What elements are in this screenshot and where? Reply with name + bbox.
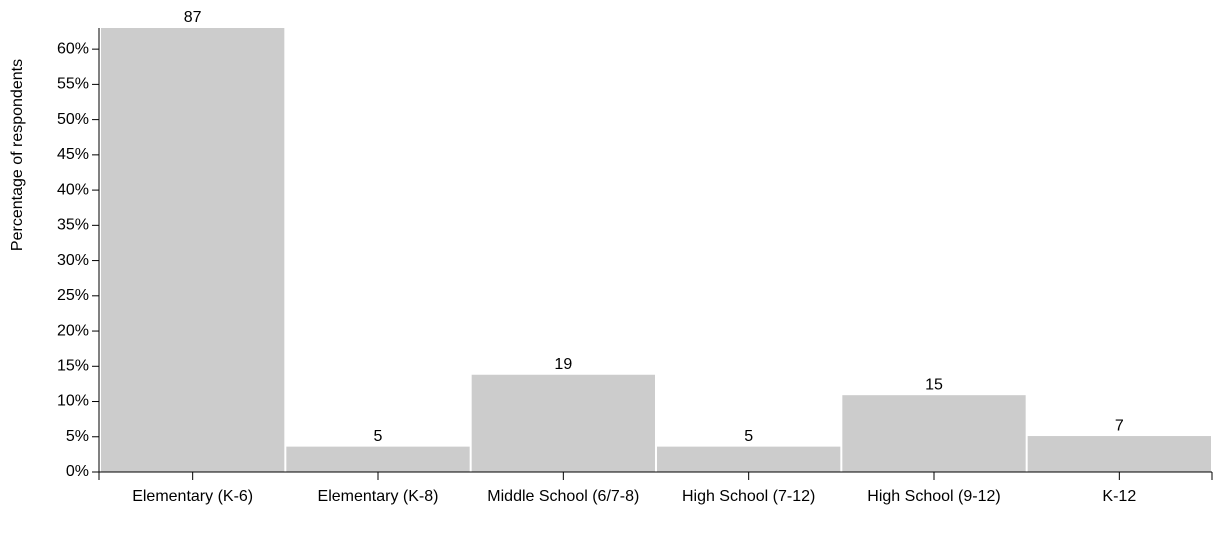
data-label: 5 <box>744 428 753 445</box>
data-label: 7 <box>1115 417 1124 434</box>
x-tick-label: High School (9-12) <box>867 488 1000 505</box>
y-tick-label: 10% <box>57 393 89 410</box>
bar <box>286 446 470 472</box>
y-tick-label: 15% <box>57 358 89 375</box>
bar <box>1027 436 1211 472</box>
data-label: 87 <box>184 9 202 26</box>
y-tick-label: 30% <box>57 252 89 269</box>
y-tick-label: 0% <box>66 463 89 480</box>
y-tick-label: 20% <box>57 322 89 339</box>
bar <box>101 28 285 472</box>
y-tick-label: 55% <box>57 76 89 93</box>
y-tick-label: 5% <box>66 428 89 445</box>
data-label: 19 <box>554 356 572 373</box>
y-tick-label: 60% <box>57 40 89 57</box>
y-tick-label: 25% <box>57 287 89 304</box>
x-tick-label: Elementary (K-6) <box>132 488 253 505</box>
bar <box>471 374 655 472</box>
x-tick-label: High School (7-12) <box>682 488 815 505</box>
y-tick-label: 35% <box>57 217 89 234</box>
bar <box>842 395 1026 472</box>
y-tick-label: 50% <box>57 111 89 128</box>
data-label: 15 <box>925 376 943 393</box>
x-tick-label: Elementary (K-8) <box>318 488 439 505</box>
y-tick-label: 45% <box>57 146 89 163</box>
y-tick-label: 40% <box>57 181 89 198</box>
data-label: 5 <box>374 428 383 445</box>
x-tick-label: Middle School (6/7-8) <box>487 488 639 505</box>
y-axis-label: Percentage of respondents <box>9 59 26 251</box>
x-tick-label: K-12 <box>1102 488 1136 505</box>
bar <box>657 446 841 472</box>
